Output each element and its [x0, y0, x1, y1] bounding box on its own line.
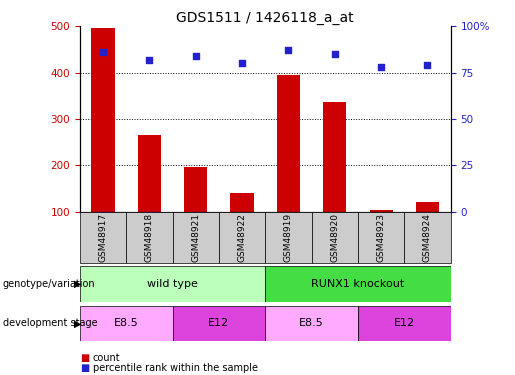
- Text: percentile rank within the sample: percentile rank within the sample: [93, 363, 258, 373]
- Text: E12: E12: [208, 318, 230, 328]
- Bar: [138, 135, 161, 258]
- Text: E12: E12: [393, 318, 415, 328]
- Bar: [231, 194, 253, 258]
- Bar: [173, 306, 265, 341]
- Bar: [80, 306, 173, 341]
- Text: genotype/variation: genotype/variation: [3, 279, 95, 289]
- Point: [377, 64, 385, 70]
- Text: GSM48919: GSM48919: [284, 213, 293, 262]
- Point: [192, 53, 200, 59]
- Text: GSM48917: GSM48917: [98, 213, 108, 262]
- Point: [99, 49, 107, 55]
- Point: [238, 60, 246, 66]
- Bar: [312, 212, 358, 262]
- Text: GSM48920: GSM48920: [330, 213, 339, 262]
- Text: RUNX1 knockout: RUNX1 knockout: [311, 279, 405, 289]
- Text: wild type: wild type: [147, 279, 198, 289]
- Text: GSM48921: GSM48921: [191, 213, 200, 262]
- Bar: [416, 202, 439, 258]
- Text: GSM48924: GSM48924: [423, 213, 432, 262]
- Text: GSM48923: GSM48923: [376, 213, 386, 262]
- Point: [331, 51, 339, 57]
- Bar: [358, 212, 404, 262]
- Bar: [219, 212, 265, 262]
- Bar: [80, 266, 265, 302]
- Bar: [265, 212, 312, 262]
- Bar: [184, 167, 207, 258]
- Point: [423, 62, 432, 68]
- Text: GSM48918: GSM48918: [145, 213, 154, 262]
- Point: [284, 47, 293, 53]
- Bar: [92, 28, 114, 258]
- Bar: [265, 306, 358, 341]
- Point: [145, 57, 153, 63]
- Text: ■: ■: [80, 353, 89, 363]
- Bar: [173, 212, 219, 262]
- Text: E8.5: E8.5: [299, 318, 324, 328]
- Title: GDS1511 / 1426118_a_at: GDS1511 / 1426118_a_at: [177, 11, 354, 25]
- Text: ▶: ▶: [74, 318, 81, 328]
- Text: count: count: [93, 353, 121, 363]
- Bar: [80, 212, 126, 262]
- Bar: [126, 212, 173, 262]
- Bar: [277, 75, 300, 258]
- Text: ■: ■: [80, 363, 89, 373]
- Bar: [404, 212, 451, 262]
- Text: GSM48922: GSM48922: [237, 213, 247, 262]
- Text: ▶: ▶: [74, 279, 81, 289]
- Bar: [369, 210, 392, 258]
- Text: E8.5: E8.5: [114, 318, 139, 328]
- Bar: [323, 102, 346, 258]
- Bar: [265, 266, 451, 302]
- Bar: [358, 306, 451, 341]
- Text: development stage: development stage: [3, 318, 97, 328]
